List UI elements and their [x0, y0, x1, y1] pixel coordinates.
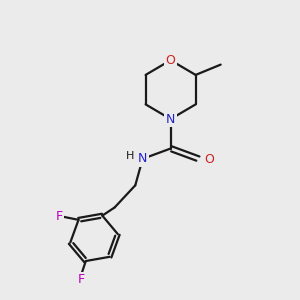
Text: N: N — [166, 112, 175, 126]
Text: F: F — [56, 210, 63, 223]
Text: F: F — [78, 273, 85, 286]
Text: O: O — [166, 54, 176, 67]
Text: H: H — [126, 152, 134, 161]
Text: N: N — [138, 152, 147, 165]
Text: O: O — [204, 153, 214, 166]
